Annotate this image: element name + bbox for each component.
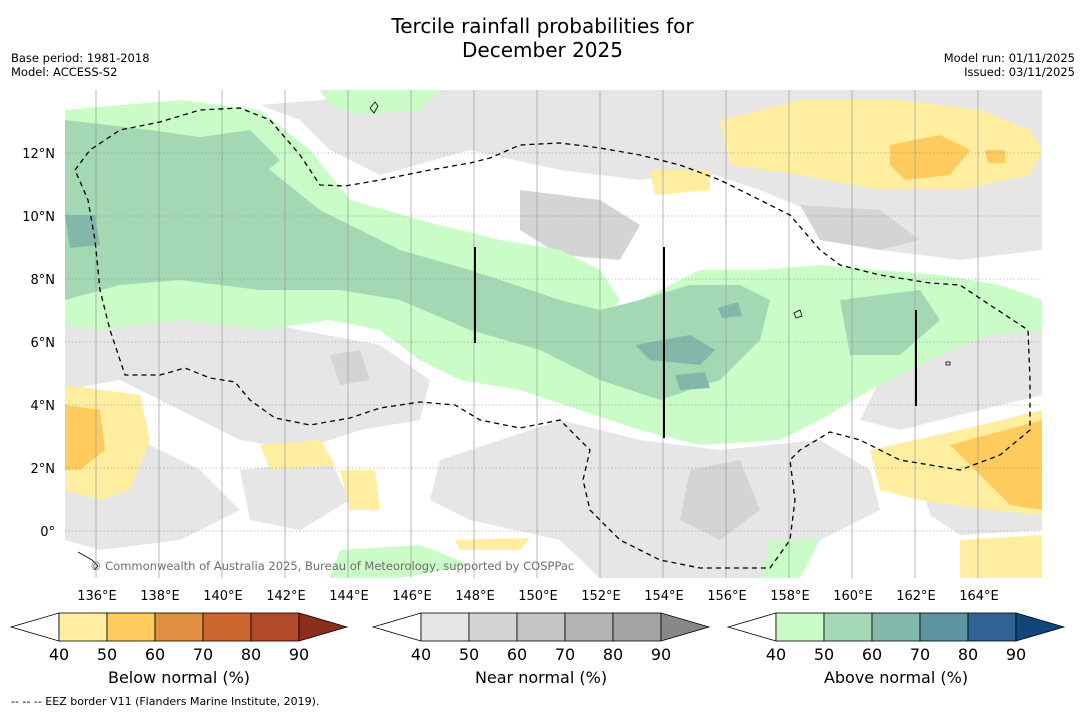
lon-label: 150°E xyxy=(518,589,558,604)
footnote: -- -- -- EEZ border V11 (Flanders Marine… xyxy=(11,695,320,708)
colorbar-segment xyxy=(250,612,300,642)
colorbar-arrow-high xyxy=(660,612,711,642)
lat-label: 10°N xyxy=(22,210,55,225)
colorbar-tick-label: 90 xyxy=(1006,645,1026,664)
colorbar-segment xyxy=(775,612,825,642)
lat-label: 6°N xyxy=(31,336,56,351)
colorbar-below-normal: 40 50 60 70 80 90 xyxy=(9,612,349,664)
colorbar-segment xyxy=(967,612,1017,642)
colorbar-arrow-high xyxy=(298,612,349,642)
colorbar-arrow-low xyxy=(726,612,777,642)
model-name: Model: ACCESS-S2 xyxy=(11,65,118,79)
colorbar-above-normal: 40 50 60 70 80 90 xyxy=(726,612,1066,664)
lon-label: 154°E xyxy=(644,589,684,604)
lon-label: 142°E xyxy=(266,589,306,604)
colorbar-below-label: Below normal (%) xyxy=(107,668,251,687)
colorbar-tick-label: 60 xyxy=(507,645,527,664)
meta-left: Base period: 1981-2018 Model: ACCESS-S2 xyxy=(11,51,150,79)
colorbar-segment xyxy=(202,612,252,642)
colorbar-near-normal: 40 50 60 70 80 90 xyxy=(371,612,711,664)
colorbar-segment xyxy=(154,612,204,642)
lon-label: 138°E xyxy=(140,589,180,604)
colorbar-arrow-low xyxy=(9,612,60,642)
colorbar-segment xyxy=(516,612,566,642)
colorbar-near-label: Near normal (%) xyxy=(474,668,608,687)
lat-label: 12°N xyxy=(22,147,55,162)
colorbar-tick-label: 40 xyxy=(49,645,69,664)
lon-label: 160°E xyxy=(833,589,873,604)
colorbar-tick-label: 60 xyxy=(862,645,882,664)
colorbar-tick-label: 70 xyxy=(910,645,930,664)
lon-label: 152°E xyxy=(581,589,621,604)
colorbar-tick-label: 70 xyxy=(193,645,213,664)
lon-label: 164°E xyxy=(959,589,999,604)
colorbar-tick-label: 70 xyxy=(555,645,575,664)
lon-label: 146°E xyxy=(392,589,432,604)
colorbar-tick-label: 80 xyxy=(241,645,261,664)
colorbar-tick-label: 80 xyxy=(603,645,623,664)
copyright-note: © Commonwealth of Australia 2025, Bureau… xyxy=(90,559,574,573)
colorbar-segment xyxy=(106,612,156,642)
colorbar-tick-label: 90 xyxy=(289,645,309,664)
islands xyxy=(77,101,951,571)
colorbar-segment xyxy=(612,612,662,642)
meta-right: Model run: 01/11/2025 Issued: 03/11/2025 xyxy=(944,51,1075,79)
colorbar-segment xyxy=(871,612,921,642)
model-run: Model run: 01/11/2025 xyxy=(943,51,1075,65)
lon-label: 148°E xyxy=(455,589,495,604)
lon-label: 144°E xyxy=(329,589,369,604)
colorbar-segment xyxy=(919,612,969,642)
colorbar-segment xyxy=(468,612,518,642)
colorbar-above-label: Above normal (%) xyxy=(823,668,969,687)
lon-label: 136°E xyxy=(77,589,117,604)
colorbar-tick-label: 90 xyxy=(651,645,671,664)
colorbar-segment xyxy=(58,612,108,642)
lat-label: 0° xyxy=(40,525,55,540)
colorbar-tick-label: 80 xyxy=(958,645,978,664)
latitude-labels: 12°N 10°N 8°N 6°N 4°N 2°N 0° xyxy=(22,147,55,540)
colorbar-arrow-high xyxy=(1015,612,1066,642)
colorbar-segment xyxy=(420,612,470,642)
lon-label: 140°E xyxy=(203,589,243,604)
map-panel: © Commonwealth of Australia 2025, Bureau… xyxy=(65,90,1042,578)
lon-label: 158°E xyxy=(770,589,810,604)
issued-date: Issued: 03/11/2025 xyxy=(964,65,1075,79)
boundary-markers xyxy=(474,247,917,438)
colorbar-tick-label: 40 xyxy=(411,645,431,664)
eez-border xyxy=(74,107,1031,569)
colorbar-segment xyxy=(564,612,614,642)
map-title: Tercile rainfall probabilities for Decem… xyxy=(391,14,694,62)
colorbar-tick-label: 40 xyxy=(766,645,786,664)
longitude-labels: 136°E 138°E 140°E 142°E 144°E 146°E 148°… xyxy=(77,589,999,604)
lat-label: 8°N xyxy=(31,273,56,288)
colorbar-tick-label: 60 xyxy=(145,645,165,664)
lon-label: 156°E xyxy=(707,589,747,604)
colorbar-tick-label: 50 xyxy=(459,645,479,664)
colorbar-segment xyxy=(823,612,873,642)
lon-label: 162°E xyxy=(896,589,936,604)
below-normal-areas xyxy=(65,100,1042,578)
lat-label: 2°N xyxy=(31,462,56,477)
above-normal-areas xyxy=(65,90,1042,578)
colorbar-arrow-low xyxy=(371,612,422,642)
base-period: Base period: 1981-2018 xyxy=(11,51,150,65)
lat-label: 4°N xyxy=(31,399,56,414)
colorbar-tick-label: 50 xyxy=(814,645,834,664)
colorbar-tick-label: 50 xyxy=(97,645,117,664)
